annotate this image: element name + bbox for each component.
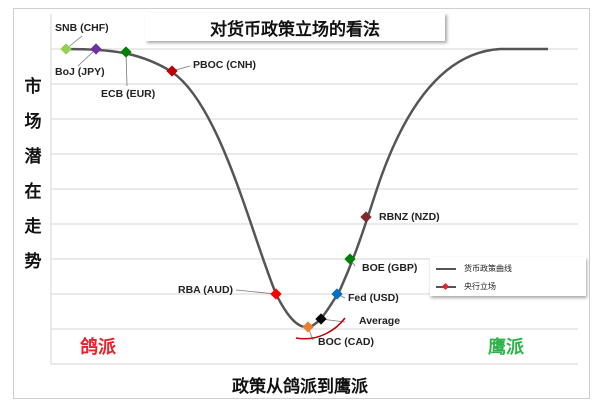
marker-fed [331,288,343,300]
label-ecb: ECB (EUR) [101,88,156,100]
label-boj: BoJ (JPY) [55,66,105,78]
marker-rbnz [360,211,372,223]
y-axis-char: 在 [24,182,42,202]
gridlines [50,14,578,365]
legend-item-marker: 央行立场 [436,281,496,292]
bank-markers [60,43,372,333]
y-axis-title: 市 场 潜 在 走 势 [18,70,48,280]
dove-label: 鸽派 [80,337,116,358]
chart-legend: 货币政策曲线 央行立场 [430,257,586,296]
marker-average [315,313,327,325]
annotation-arc [295,317,346,340]
marker-boc [302,321,314,333]
y-axis-char: 场 [24,112,42,132]
marker-snb [60,43,72,55]
marker-boe [344,253,356,265]
chart-frame [13,8,590,399]
label-average: Average [359,315,401,327]
marker-swatch-icon [436,282,456,290]
label-rba: RBA (AUD) [178,284,234,296]
legend-item-curve: 货币政策曲线 [436,263,512,274]
hawk-label: 鹰派 [488,337,524,358]
label-snb: SNB (CHF) [55,22,109,34]
y-axis-char: 走 [24,217,42,237]
y-axis-char: 潜 [24,147,42,167]
label-boc: BOC (CAD) [318,336,374,348]
label-boe: BOE (GBP) [362,262,418,274]
marker-boj [90,43,102,55]
marker-ecb [120,46,132,58]
marker-rba [270,288,282,300]
y-axis-char: 市 [24,77,42,97]
label-fed: Fed (USD) [348,292,399,304]
line-swatch-icon [436,267,456,270]
x-axis-title: 政策从鸽派到鹰派 [232,377,368,397]
y-axis-char: 势 [24,252,42,272]
label-pboc: PBOC (CNH) [193,59,256,71]
chart-title: 对货币政策立场的看法 [145,13,445,41]
label-rbnz: RBNZ (NZD) [379,211,440,223]
